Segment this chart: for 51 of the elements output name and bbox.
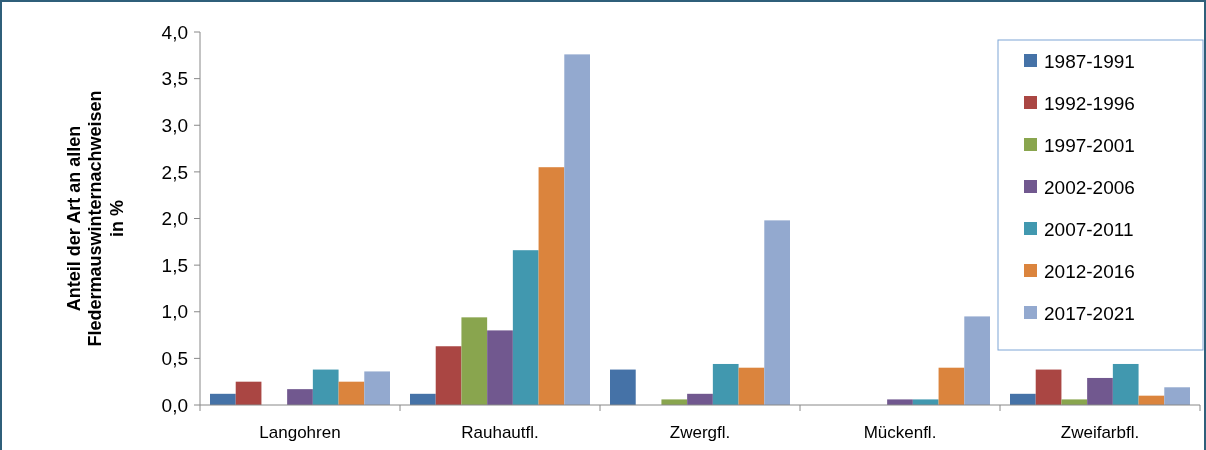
y-tick-label: 3,0 — [161, 114, 188, 136]
legend-label: 2017-2021 — [1044, 302, 1135, 324]
bar — [461, 317, 488, 405]
bar — [1112, 363, 1139, 405]
bar — [210, 393, 236, 405]
bar — [487, 330, 513, 405]
y-tick-label: 1,0 — [161, 301, 188, 323]
bar — [287, 389, 313, 405]
bar — [1035, 369, 1062, 405]
bar — [364, 371, 390, 405]
x-tick-label: Rauhautfl. — [461, 423, 539, 442]
x-tick-label: Langohren — [259, 423, 341, 442]
bar — [410, 393, 436, 405]
bar — [235, 381, 262, 405]
bar — [538, 167, 565, 405]
bar — [610, 369, 636, 405]
legend-label: 2002-2006 — [1044, 176, 1135, 198]
bar — [938, 367, 965, 405]
y-tick-label: 1,5 — [161, 254, 188, 276]
y-axis-title: Anteil der Art an allen Fledermauswinternachweisen in % — [63, 90, 127, 347]
y-tick-label: 3,5 — [161, 68, 188, 90]
bar — [312, 369, 339, 405]
x-tick-label: Zweifarbfl. — [1060, 423, 1140, 442]
legend-label: 2007-2011 — [1044, 218, 1134, 240]
legend-label: 2012-2016 — [1044, 260, 1135, 282]
legend-label: 1987-1991 — [1044, 50, 1135, 72]
bar — [687, 393, 713, 405]
bar — [764, 220, 790, 405]
bar — [964, 316, 990, 405]
legend-label: 1997-2001 — [1044, 134, 1135, 156]
bar — [912, 399, 939, 405]
y-tick-label: 0,0 — [161, 394, 188, 416]
y-tick-label: 2,5 — [161, 161, 188, 183]
y-tick-label: 0,5 — [161, 348, 188, 370]
bar — [1010, 393, 1036, 405]
bar — [512, 250, 539, 405]
bar — [661, 399, 688, 405]
y-tick-label: 4,0 — [161, 21, 188, 43]
bar — [1061, 399, 1088, 405]
y-tick-label: 2,0 — [161, 208, 188, 230]
bar — [887, 399, 913, 405]
x-tick-label: Zwergfl. — [669, 423, 731, 442]
bar — [738, 367, 765, 405]
x-tick-label: Mückenfl. — [863, 423, 937, 442]
bar — [712, 363, 739, 405]
legend-label: 1992-1996 — [1044, 92, 1135, 114]
bar — [1087, 377, 1113, 405]
bar — [435, 346, 462, 405]
bar — [338, 381, 365, 405]
bar — [1164, 387, 1190, 405]
bar — [564, 54, 590, 405]
